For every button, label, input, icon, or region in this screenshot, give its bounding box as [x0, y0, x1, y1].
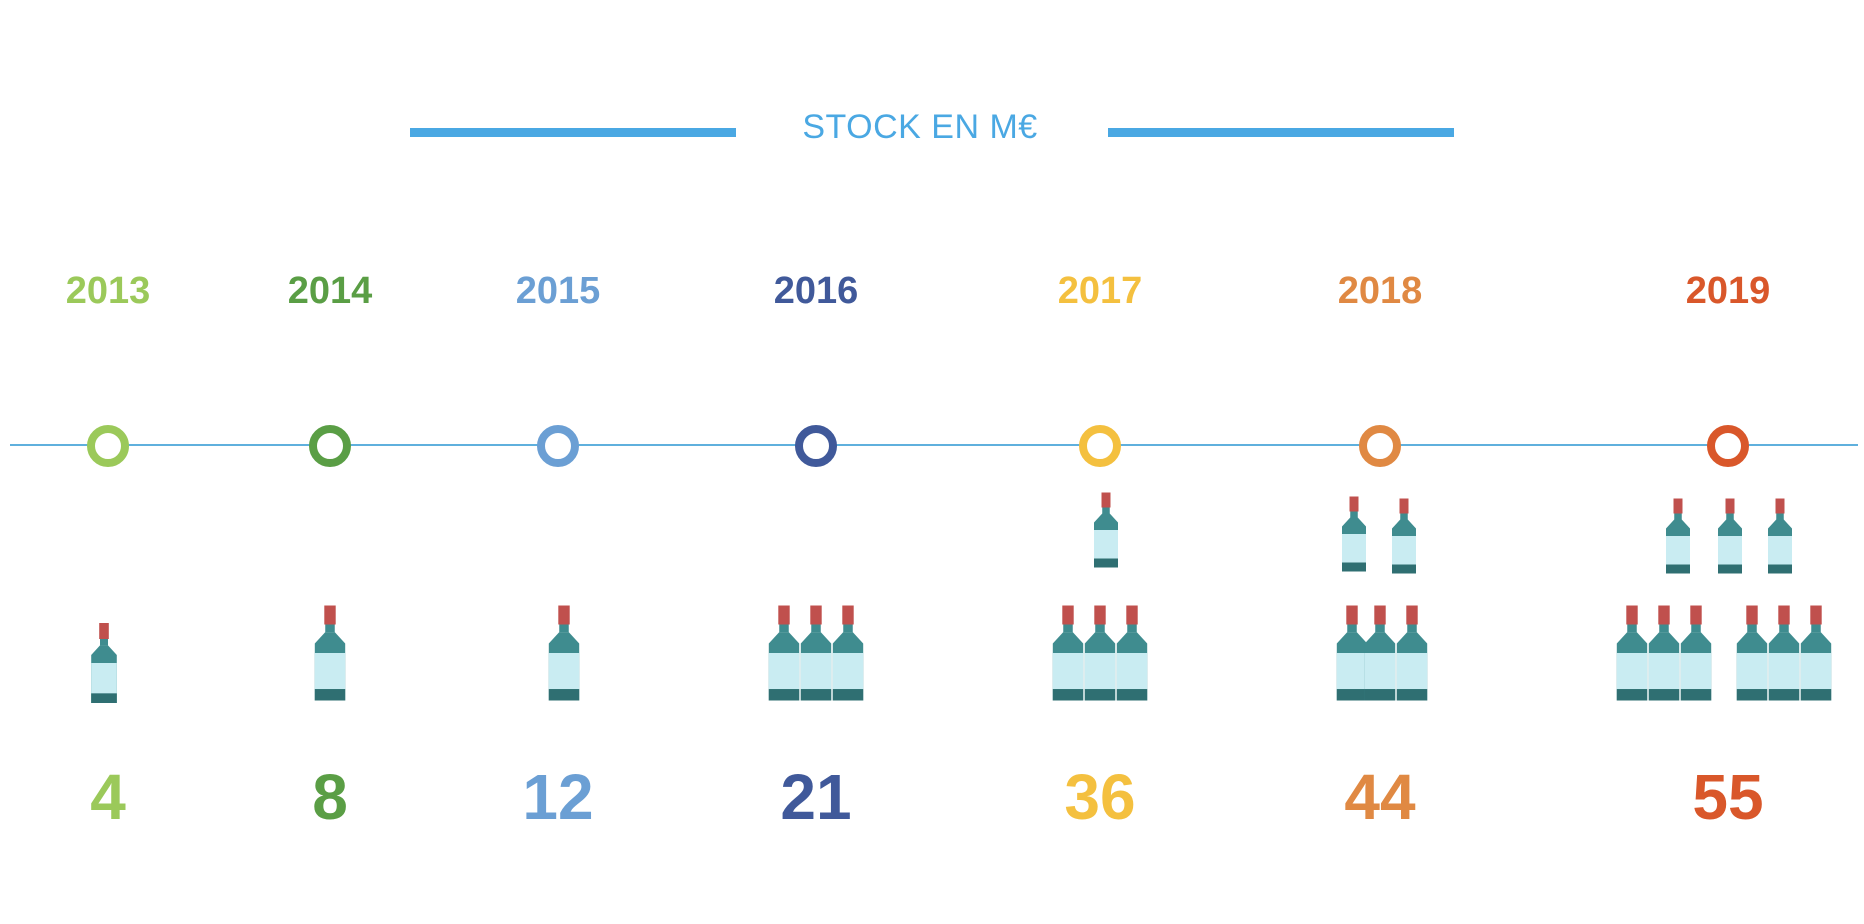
value-label-2013: 4 — [90, 761, 126, 833]
wine-bottle-icon — [88, 622, 120, 709]
wine-bottle-icon — [1715, 496, 1745, 581]
wine-bottle-icon — [1393, 604, 1431, 707]
chart-title: STOCK EN M€ — [802, 108, 1038, 146]
timeline-marker-2014 — [309, 425, 351, 467]
wine-bottle-icon — [797, 604, 835, 707]
wine-bottle-icon — [829, 604, 867, 707]
wine-bottle-icon — [1663, 496, 1693, 581]
year-label-2016: 2016 — [773, 270, 859, 312]
wine-bottle-icon — [1113, 604, 1151, 707]
wine-bottle-icon — [1797, 604, 1835, 707]
wine-bottle-icon — [1339, 494, 1369, 579]
wine-bottle-icon — [1765, 496, 1795, 581]
timeline-marker-2016 — [795, 425, 837, 467]
wine-bottle-icon — [1049, 604, 1087, 707]
year-label-2013: 2013 — [65, 270, 151, 312]
wine-bottle-icon — [1677, 604, 1715, 707]
value-label-2014: 8 — [312, 761, 348, 833]
wine-bottle-icon — [545, 604, 583, 707]
wine-bottle-icon — [1081, 604, 1119, 707]
wine-bottle-icon — [1333, 604, 1371, 707]
wine-bottle-icon — [1765, 604, 1803, 707]
wine-bottle-icon — [765, 604, 803, 707]
timeline-marker-2015 — [537, 425, 579, 467]
year-label-2018: 2018 — [1337, 270, 1423, 312]
value-label-2019: 55 — [1692, 761, 1764, 833]
title-rule-left — [410, 128, 736, 137]
wine-bottle-icon — [1645, 604, 1683, 707]
value-label-2016: 21 — [780, 761, 852, 833]
year-label-2017: 2017 — [1057, 270, 1143, 312]
timeline-marker-2017 — [1079, 425, 1121, 467]
timeline-marker-2013 — [87, 425, 129, 467]
value-label-2015: 12 — [522, 761, 594, 833]
year-label-2015: 2015 — [515, 270, 601, 312]
value-label-2018: 44 — [1344, 761, 1416, 833]
wine-bottle-icon — [1091, 490, 1121, 575]
wine-bottle-icon — [311, 604, 349, 707]
wine-bottle-icon — [1613, 604, 1651, 707]
timeline-line — [10, 444, 1858, 446]
timeline-marker-2018 — [1359, 425, 1401, 467]
wine-bottle-icon — [1389, 496, 1419, 581]
title-rule-right — [1108, 128, 1454, 137]
year-label-2019: 2019 — [1685, 270, 1771, 312]
wine-bottle-icon — [1733, 604, 1771, 707]
timeline-marker-2019 — [1707, 425, 1749, 467]
wine-bottle-icon — [1361, 604, 1399, 707]
value-label-2017: 36 — [1064, 761, 1136, 833]
year-label-2014: 2014 — [287, 270, 373, 312]
